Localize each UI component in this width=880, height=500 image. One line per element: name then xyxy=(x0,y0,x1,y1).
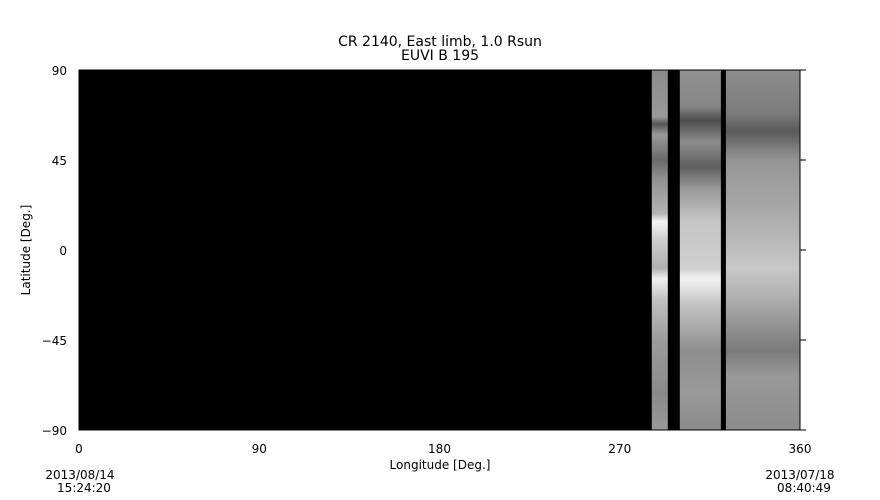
data-strip xyxy=(725,70,800,430)
y-tick-label: −45 xyxy=(42,334,67,348)
x-tick-label: 90 xyxy=(252,442,267,456)
start-date: 2013/08/14 xyxy=(45,468,114,482)
x-tick-label: 0 xyxy=(75,442,83,456)
plot-area xyxy=(78,69,801,431)
end-time: 08:40:49 xyxy=(777,481,831,495)
y-axis-label: Latitude [Deg.] xyxy=(19,205,33,296)
y-tick-label: 45 xyxy=(52,154,67,168)
chart-title: CR 2140, East limb, 1.0 Rsun xyxy=(338,34,542,50)
x-tick-label: 270 xyxy=(608,442,631,456)
end-date: 2013/07/18 xyxy=(765,468,834,482)
data-strip xyxy=(651,70,668,430)
y-tick-label: 0 xyxy=(59,244,67,258)
data-strip xyxy=(679,70,721,430)
x-tick-label: 360 xyxy=(789,442,812,456)
chart-subtitle: EUVI B 195 xyxy=(401,48,479,64)
x-axis-label: Longitude [Deg.] xyxy=(390,458,491,472)
y-tick-label: −90 xyxy=(42,424,67,438)
x-tick-label: 180 xyxy=(428,442,451,456)
y-tick-label: 90 xyxy=(52,64,67,78)
start-time: 15:24:20 xyxy=(57,481,111,495)
